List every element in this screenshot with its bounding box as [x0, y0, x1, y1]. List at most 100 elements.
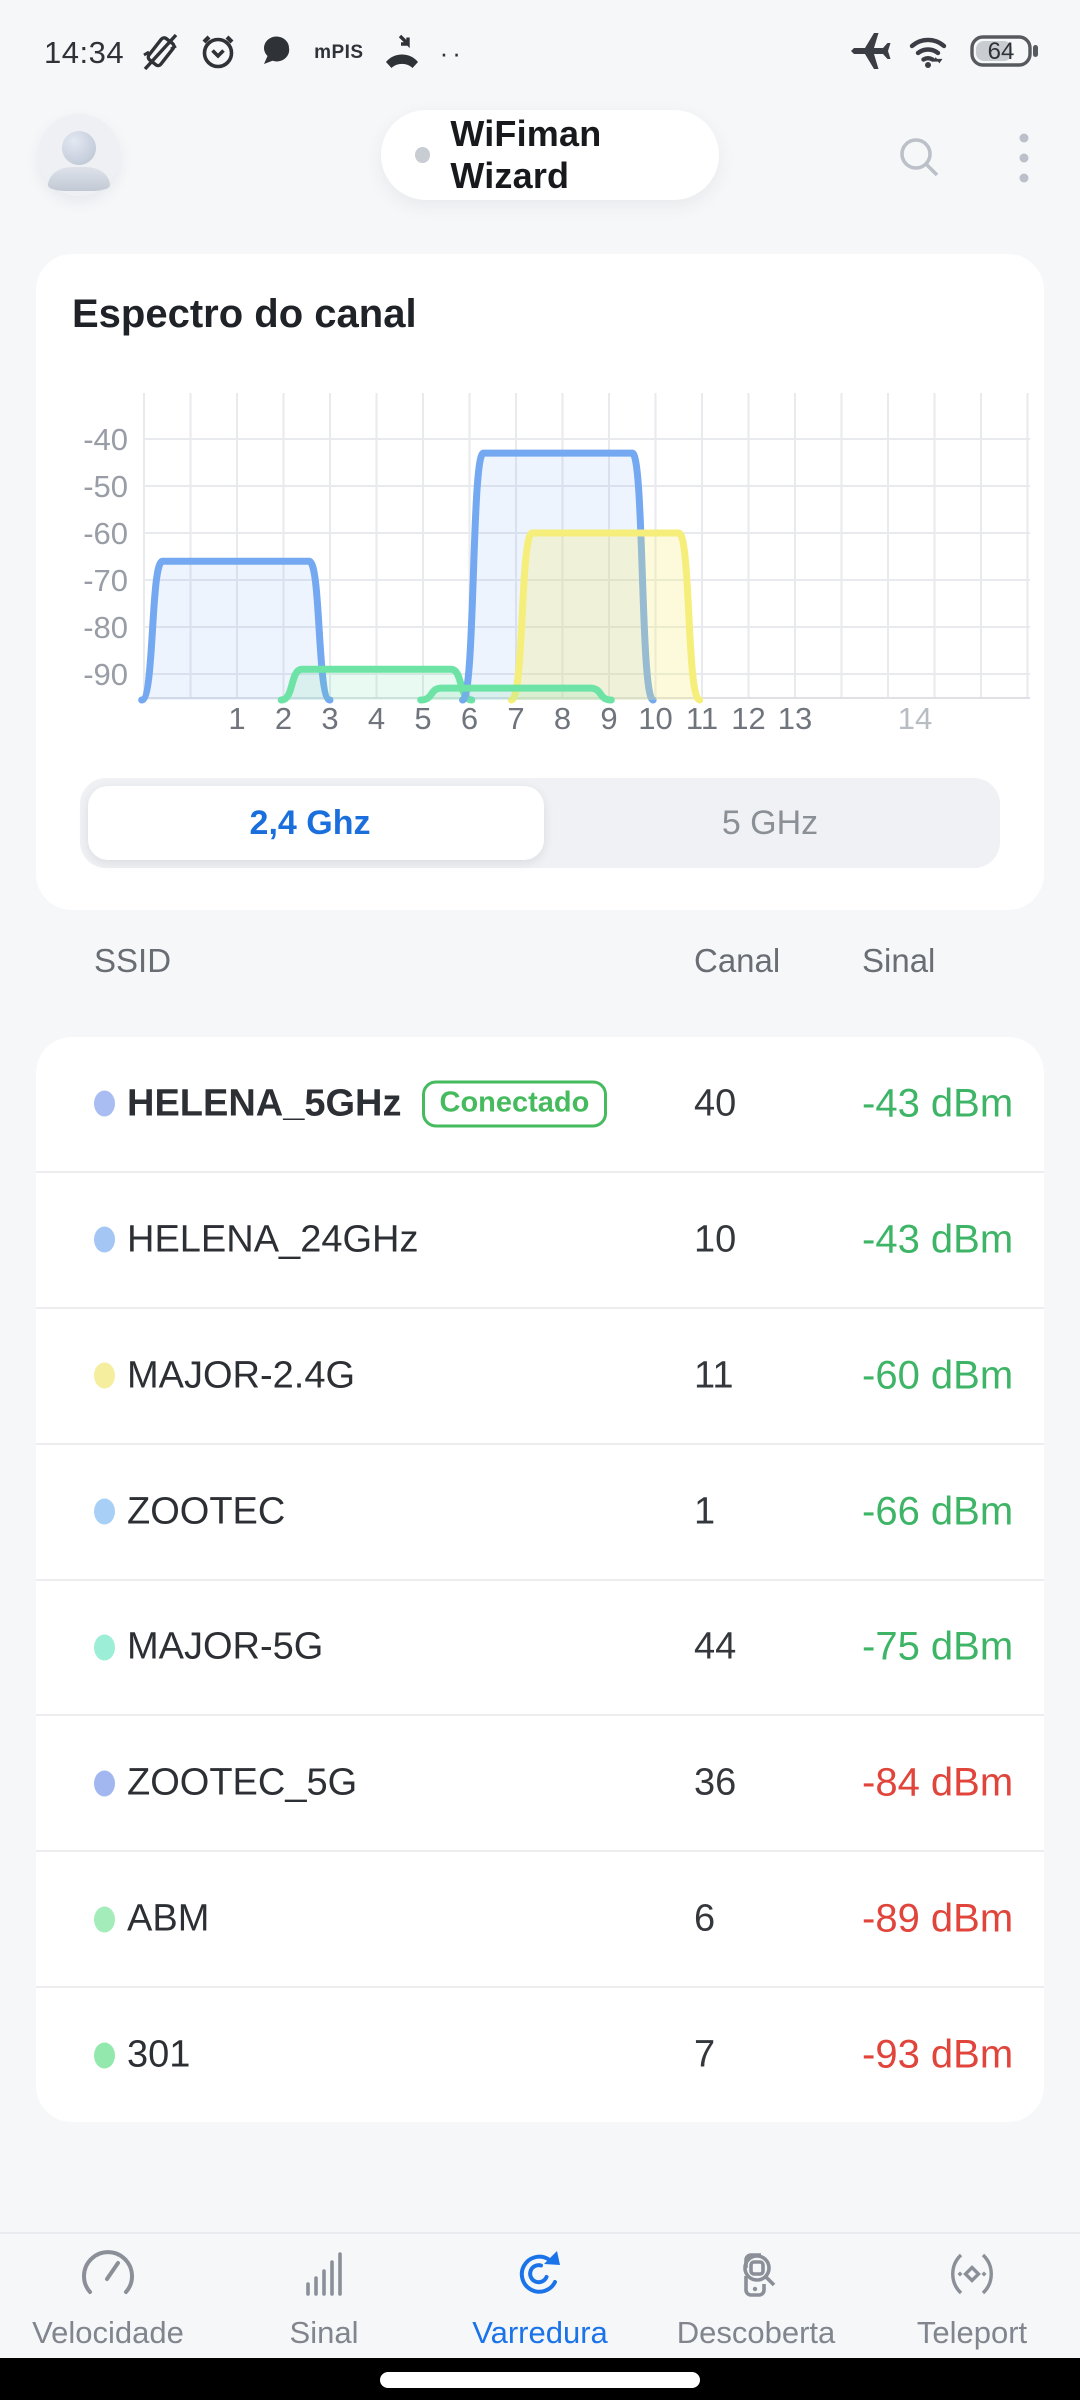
- avatar-head: [62, 131, 96, 165]
- status-dot: [415, 147, 431, 163]
- tab-24ghz[interactable]: 2,4 Ghz: [249, 803, 371, 842]
- signal-cell: -66 dBm: [862, 1489, 1014, 1534]
- nav-item-descoberta[interactable]: Descoberta: [648, 2234, 864, 2360]
- y-tick-label: -50: [83, 469, 128, 504]
- x-tick-label: 6: [461, 701, 478, 736]
- ssid-label: HELENA_5GHz: [127, 1082, 402, 1125]
- ssid-cell: HELENA_5GHz Conectado: [94, 1080, 608, 1128]
- channel-cell: 6: [694, 1897, 716, 1940]
- column-header-signal: Sinal: [862, 942, 936, 979]
- clock: 14:34: [44, 35, 125, 70]
- table-header: SSID Canal Sinal: [0, 942, 1080, 986]
- ssid-cell: ABM: [94, 1898, 209, 1941]
- channel-cell: 10: [694, 1218, 737, 1261]
- more-notifications-dots: ··: [439, 37, 465, 68]
- x-tick-label: 10: [638, 701, 672, 736]
- table-row[interactable]: MAJOR-2.4G 11 -60 dBm: [36, 1306, 1044, 1443]
- y-tick-label: -60: [83, 516, 128, 551]
- ssid-label: ZOOTEC_5G: [127, 1761, 358, 1804]
- nav-item-varredura[interactable]: Varredura: [432, 2234, 648, 2360]
- ssid-label: HELENA_24GHz: [127, 1218, 419, 1261]
- battery-percent-text: 64: [988, 38, 1015, 65]
- nav-label: Varredura: [472, 2315, 608, 2350]
- connected-badge: Conectado: [421, 1080, 608, 1128]
- network-color-dot: [94, 2042, 115, 2069]
- table-row[interactable]: ZOOTEC_5G 36 -84 dBm: [36, 1714, 1044, 1850]
- x-tick-label: 11: [686, 701, 718, 736]
- teleport-icon: [940, 2234, 1004, 2311]
- table-row[interactable]: MAJOR-5G 44 -75 dBm: [36, 1578, 1044, 1715]
- overflow-menu-icon[interactable]: [1004, 128, 1044, 193]
- avatar[interactable]: [38, 114, 120, 196]
- ssid-cell: MAJOR-2.4G: [94, 1354, 355, 1397]
- channel-cell: 11: [694, 1354, 734, 1397]
- channel-cell: 44: [694, 1625, 737, 1668]
- chat-bubble-icon: [256, 30, 298, 77]
- channel-cell: 7: [694, 2033, 716, 2076]
- x-tick-label: 13: [778, 701, 812, 736]
- network-color-dot: [94, 1498, 115, 1525]
- mpis-label: mPIS: [314, 42, 364, 63]
- nav-item-sinal[interactable]: Sinal: [216, 2234, 432, 2360]
- phone-missed-icon: [380, 30, 424, 77]
- segmented-selected-pill: [88, 786, 544, 860]
- ssid-cell: ZOOTEC: [94, 1490, 285, 1533]
- network-color-dot: [94, 1226, 115, 1253]
- ssid-label: ABM: [127, 1897, 210, 1940]
- x-tick-label: 2: [275, 701, 292, 736]
- alarm-icon: [196, 29, 240, 78]
- x-tick-label: 12: [731, 701, 765, 736]
- nav-label: Teleport: [916, 2315, 1028, 2350]
- speedometer-icon: [76, 2234, 140, 2311]
- table-row[interactable]: ZOOTEC 1 -66 dBm: [36, 1442, 1044, 1579]
- nav-label: Sinal: [289, 2315, 359, 2350]
- gesture-bar: [0, 2358, 1080, 2400]
- bottom-nav: Velocidade Sinal: [0, 2232, 1080, 2360]
- channel-cell: 1: [694, 1490, 716, 1533]
- x-tick-label: 1: [228, 701, 245, 736]
- spectrum-area-301: [417, 684, 615, 704]
- ssid-label: ZOOTEC: [127, 1490, 286, 1533]
- nav-item-teleport[interactable]: Teleport: [864, 2234, 1080, 2360]
- signal-cell: -60 dBm: [862, 1353, 1014, 1398]
- table-row[interactable]: HELENA_24GHz 10 -43 dBm: [36, 1170, 1044, 1307]
- network-table: HELENA_5GHz Conectado 40 -43 dBm HELENA_24GH…: [36, 1037, 1044, 2122]
- ssid-label: 301: [127, 2033, 191, 2076]
- network-color-dot: [94, 1090, 115, 1117]
- signal-cell: -75 dBm: [862, 1624, 1014, 1669]
- device-search-icon: [724, 2234, 788, 2311]
- y-tick-label: -90: [83, 657, 128, 692]
- app-title: WiFiman Wizard: [450, 113, 602, 196]
- x-tick-label: 14: [898, 701, 932, 736]
- tab-5ghz[interactable]: 5 GHz: [721, 803, 819, 842]
- nav-item-velocidade[interactable]: Velocidade: [0, 2234, 216, 2360]
- nav-label: Descoberta: [676, 2315, 836, 2350]
- spectrum-area-HELENA_24GHz: [459, 449, 657, 704]
- app-title-pill[interactable]: WiFiman Wizard: [381, 110, 719, 200]
- signal-bars-icon: [292, 2234, 356, 2311]
- channel-cell: 40: [694, 1082, 737, 1125]
- radar-scan-icon: [508, 2234, 572, 2311]
- signal-cell: -89 dBm: [862, 1896, 1014, 1941]
- ssid-cell: ZOOTEC_5G: [94, 1762, 357, 1805]
- x-tick-label: 5: [414, 701, 431, 736]
- channel-spectrum-chart: -40-50-60-70-80-901 2 3 4 5 6 7 8 9 10 11 12 13 14: [83, 393, 1030, 736]
- table-row[interactable]: 301 7 -93 dBm: [36, 1986, 1044, 2122]
- home-indicator[interactable]: [380, 2372, 700, 2388]
- ssid-label: MAJOR-5G: [127, 1625, 324, 1668]
- column-header-ssid: SSID: [94, 942, 172, 979]
- search-icon[interactable]: [896, 134, 944, 187]
- vibrate-off-icon: [140, 29, 180, 78]
- nav-label: Velocidade: [32, 2315, 184, 2350]
- signal-cell: -43 dBm: [862, 1081, 1014, 1126]
- ssid-cell: MAJOR-5G: [94, 1626, 323, 1669]
- signal-cell: -93 dBm: [862, 2032, 1014, 2077]
- avatar-shoulders: [48, 167, 110, 191]
- battery-icon: 64: [970, 28, 1040, 79]
- spectrum-title: Espectro do canal: [72, 292, 417, 336]
- ssid-cell: HELENA_24GHz: [94, 1218, 418, 1261]
- table-row[interactable]: ABM 6 -89 dBm: [36, 1850, 1044, 1986]
- table-row[interactable]: HELENA_5GHz Conectado 40 -43 dBm: [36, 1037, 1044, 1171]
- x-tick-label: 9: [600, 701, 617, 736]
- spectrum-area-MAJOR-2.4G: [507, 529, 704, 704]
